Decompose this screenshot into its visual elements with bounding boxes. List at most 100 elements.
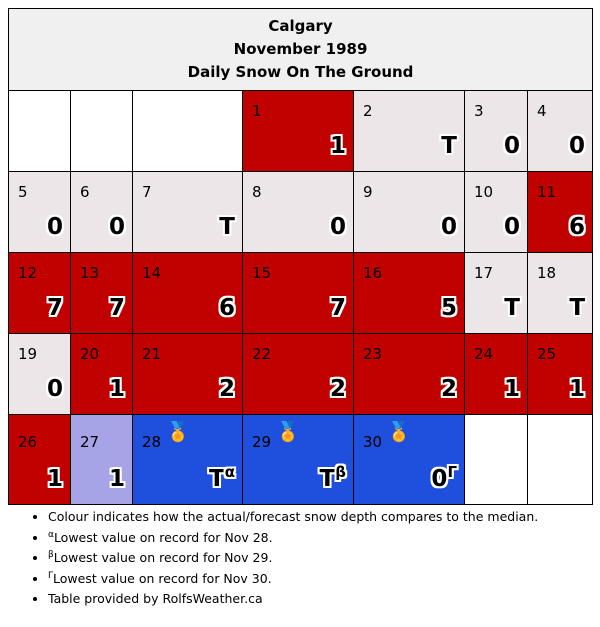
day-cell: 21 2 bbox=[132, 333, 243, 415]
day-number: 27 bbox=[80, 433, 100, 451]
day-number: 7 bbox=[142, 183, 152, 201]
footnotes-list: Colour indicates how the actual/forecast… bbox=[14, 507, 538, 610]
chart-subtitle: Daily Snow On The Ground bbox=[187, 63, 414, 81]
empty-cell bbox=[8, 90, 71, 172]
snow-depth-value: T bbox=[219, 214, 235, 240]
day-number: 23 bbox=[363, 345, 383, 363]
day-number: 3 bbox=[474, 102, 484, 120]
day-cell: 22 2 bbox=[242, 333, 354, 415]
day-number: 28 bbox=[142, 433, 162, 451]
snow-depth-value: 0Γ bbox=[431, 463, 457, 493]
medal-icon: 🏅 bbox=[387, 421, 411, 443]
snow-depth-value: 1 bbox=[329, 133, 346, 159]
day-number: 19 bbox=[18, 345, 38, 363]
snow-depth-value: 0 bbox=[329, 214, 346, 240]
snow-depth-value: 2 bbox=[440, 376, 457, 402]
day-cell: 29 🏅 Tβ bbox=[242, 414, 354, 505]
day-cell: 28 🏅 Tα bbox=[132, 414, 243, 505]
month-title: November 1989 bbox=[233, 40, 368, 58]
snow-depth-value: 2 bbox=[329, 376, 346, 402]
day-number: 30 bbox=[363, 433, 383, 451]
day-cell: 16 5 bbox=[353, 252, 465, 334]
day-number: 4 bbox=[537, 102, 547, 120]
snow-depth-value: Tβ bbox=[319, 463, 346, 493]
day-cell: 20 1 bbox=[70, 333, 133, 415]
day-number: 1 bbox=[252, 102, 262, 120]
footnote-marker: Γ bbox=[447, 463, 457, 481]
snow-depth-value: 0 bbox=[46, 376, 63, 402]
day-number: 2 bbox=[363, 102, 373, 120]
footnote-marker: β bbox=[335, 463, 346, 481]
snow-depth-value: 0 bbox=[503, 133, 520, 159]
day-cell: 24 1 bbox=[464, 333, 528, 415]
snow-depth-value: 6 bbox=[569, 214, 586, 240]
day-number: 21 bbox=[142, 345, 162, 363]
snow-depth-value: T bbox=[504, 295, 520, 321]
snow-depth-value: 0 bbox=[46, 214, 63, 240]
day-cell: 19 0 bbox=[8, 333, 71, 415]
day-cell: 25 1 bbox=[526, 333, 594, 415]
footnote-item: Table provided by RolfsWeather.ca bbox=[48, 589, 538, 610]
day-number: 10 bbox=[474, 183, 494, 201]
snow-depth-value: 1 bbox=[503, 376, 520, 402]
snow-depth-value: T bbox=[441, 133, 457, 159]
footnote-item: αLowest value on record for Nov 28. bbox=[48, 528, 538, 549]
day-number: 20 bbox=[80, 345, 100, 363]
day-number: 29 bbox=[252, 433, 272, 451]
snow-depth-value: 7 bbox=[108, 295, 125, 321]
day-cell: 30 🏅 0Γ bbox=[353, 414, 465, 505]
snow-depth-value: 0 bbox=[440, 214, 457, 240]
day-cell: 27 1 bbox=[70, 414, 133, 505]
day-number: 25 bbox=[537, 345, 557, 363]
snow-depth-value: 0 bbox=[108, 214, 125, 240]
footnote-marker: α bbox=[224, 463, 235, 481]
snow-depth-value: 0 bbox=[569, 133, 586, 159]
empty-cell bbox=[70, 90, 133, 172]
empty-cell bbox=[526, 414, 594, 505]
city-title: Calgary bbox=[268, 17, 333, 35]
snow-depth-value: 0 bbox=[503, 214, 520, 240]
day-number: 17 bbox=[474, 264, 494, 282]
day-number: 6 bbox=[80, 183, 90, 201]
day-cell: 14 6 bbox=[132, 252, 243, 334]
day-cell: 12 7 bbox=[8, 252, 71, 334]
day-cell: 17 T bbox=[464, 252, 528, 334]
snow-depth-value: Tα bbox=[208, 463, 235, 493]
day-number: 12 bbox=[18, 264, 38, 282]
medal-icon: 🏅 bbox=[166, 421, 190, 443]
snow-calendar-table: Calgary November 1989 Daily Snow On The … bbox=[7, 8, 594, 505]
snow-depth-value: 7 bbox=[46, 295, 63, 321]
footnote-item: Colour indicates how the actual/forecast… bbox=[48, 507, 538, 528]
day-number: 8 bbox=[252, 183, 262, 201]
empty-cell bbox=[132, 90, 243, 172]
snow-depth-value: 7 bbox=[329, 295, 346, 321]
calendar-header: Calgary November 1989 Daily Snow On The … bbox=[7, 8, 594, 91]
footnote-item: ΓLowest value on record for Nov 30. bbox=[48, 569, 538, 590]
day-cell: 11 6 bbox=[526, 171, 594, 253]
day-number: 26 bbox=[18, 433, 38, 451]
day-cell: 23 2 bbox=[353, 333, 465, 415]
day-cell: 10 0 bbox=[464, 171, 528, 253]
day-cell: 13 7 bbox=[70, 252, 133, 334]
snow-depth-value: 1 bbox=[569, 376, 586, 402]
day-number: 24 bbox=[474, 345, 494, 363]
day-number: 11 bbox=[537, 183, 557, 201]
snow-depth-value: 5 bbox=[440, 295, 457, 321]
footnote-item: βLowest value on record for Nov 29. bbox=[48, 548, 538, 569]
day-number: 15 bbox=[252, 264, 272, 282]
day-number: 5 bbox=[18, 183, 28, 201]
day-number: 9 bbox=[363, 183, 373, 201]
snow-depth-value: 2 bbox=[218, 376, 235, 402]
day-number: 16 bbox=[363, 264, 383, 282]
day-number: 14 bbox=[142, 264, 162, 282]
empty-cell bbox=[464, 414, 528, 505]
